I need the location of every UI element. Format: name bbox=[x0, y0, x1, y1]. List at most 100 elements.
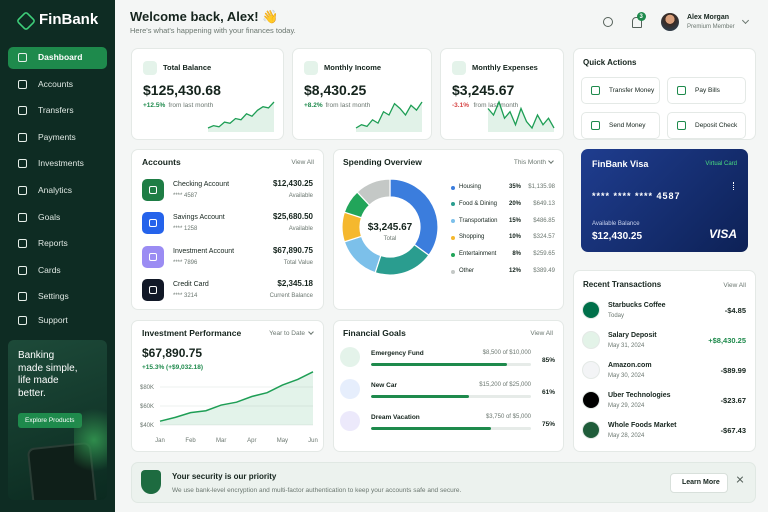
quick-action-label[interactable]: Send Money bbox=[609, 122, 646, 129]
learn-more-label[interactable]: Learn More bbox=[682, 479, 720, 486]
account-name: Investment Account bbox=[173, 247, 235, 255]
account-icon-glyph bbox=[149, 252, 157, 261]
y-tick-label: $40K bbox=[140, 423, 154, 429]
transactions-card bbox=[573, 270, 756, 452]
account-icon-glyph bbox=[149, 285, 157, 294]
transaction-amount: -$89.99 bbox=[720, 366, 746, 375]
nav-label[interactable]: Settings bbox=[38, 291, 69, 302]
transaction-date: May 31, 2024 bbox=[608, 343, 645, 349]
transaction-date: May 28, 2024 bbox=[608, 433, 645, 439]
spending-period[interactable]: This Month bbox=[513, 159, 546, 166]
x-tick-label: Apr bbox=[247, 438, 256, 444]
account-name: Checking Account bbox=[173, 181, 230, 188]
stat-change: -3.1% bbox=[452, 102, 469, 109]
shield-icon bbox=[141, 470, 161, 494]
donut-total-label: Total bbox=[383, 236, 397, 242]
learn-more-button[interactable]: Learn More bbox=[670, 473, 728, 493]
goal-amount: $15,200 of $25,000 bbox=[479, 382, 531, 388]
leaf bbox=[74, 400, 107, 480]
quick-action-label[interactable]: Deposit Check bbox=[695, 122, 738, 129]
nav-item[interactable]: Settings bbox=[8, 286, 107, 308]
legend-percent: 20% bbox=[508, 200, 521, 207]
investment-period[interactable]: Year to Date bbox=[269, 330, 305, 337]
card-balance-label: Available Balance bbox=[592, 221, 640, 227]
investment-card bbox=[131, 320, 324, 452]
nav-label[interactable]: Support bbox=[38, 315, 68, 325]
transaction-amount: -$4.85 bbox=[724, 306, 746, 315]
nav-label[interactable]: Investments bbox=[38, 158, 84, 169]
nav-label[interactable]: Dashboard bbox=[38, 52, 83, 62]
y-tick-label: $60K bbox=[140, 404, 154, 410]
nav-label[interactable]: Accounts bbox=[38, 78, 73, 89]
sparkline-line bbox=[207, 101, 275, 129]
nav-item[interactable]: Accounts bbox=[8, 74, 107, 96]
accounts-title: Accounts bbox=[142, 157, 181, 167]
nav-icon bbox=[18, 239, 27, 249]
account-icon-glyph bbox=[149, 186, 157, 194]
transaction-icon bbox=[582, 331, 600, 349]
nav-label[interactable]: Cards bbox=[38, 264, 61, 275]
quick-action-icon bbox=[591, 86, 600, 95]
legend-name: Shopping bbox=[459, 234, 485, 241]
avatar[interactable] bbox=[661, 13, 679, 31]
legend-dot bbox=[451, 185, 455, 190]
quick-action-label[interactable]: Pay Bills bbox=[695, 87, 720, 94]
quick-action-label[interactable]: Transfer Money bbox=[609, 87, 655, 94]
nav-item[interactable]: Dashboard bbox=[8, 47, 107, 69]
goal-progress bbox=[371, 363, 507, 366]
nav-icon bbox=[18, 292, 27, 302]
nav-label[interactable]: Analytics bbox=[38, 185, 73, 195]
account-icon-glyph bbox=[149, 219, 157, 228]
stat-value: $8,430.25 bbox=[304, 82, 367, 98]
account-amount: $2,345.18 bbox=[277, 278, 313, 288]
accounts-link[interactable]: View All bbox=[291, 159, 314, 166]
quick-action-button[interactable]: Pay Bills bbox=[667, 77, 746, 104]
nav-item[interactable]: Investments bbox=[8, 153, 107, 175]
nav-item[interactable]: Goals bbox=[8, 207, 107, 229]
quick-action-button[interactable]: Deposit Check bbox=[667, 112, 746, 139]
goals-link[interactable]: View All bbox=[530, 330, 553, 337]
virtual-card[interactable] bbox=[581, 149, 748, 252]
sparkline-line bbox=[355, 101, 423, 129]
x-tick-label: Jan bbox=[155, 438, 165, 444]
account-number: **** 7896 bbox=[173, 259, 198, 266]
nav-item[interactable]: Payments bbox=[8, 127, 107, 149]
stat-value: $125,430.68 bbox=[143, 82, 221, 98]
quick-action-button[interactable]: Transfer Money bbox=[581, 77, 660, 104]
nav-label[interactable]: Transfers bbox=[38, 105, 74, 116]
legend-percent: 10% bbox=[508, 234, 521, 241]
search-icon[interactable] bbox=[603, 17, 613, 27]
nav-label[interactable]: Goals bbox=[38, 211, 61, 222]
account-amount: $25,680.50 bbox=[272, 212, 313, 222]
nav-label[interactable]: Reports bbox=[38, 238, 68, 249]
nav-item[interactable]: Transfers bbox=[8, 100, 107, 122]
nav-item[interactable]: Support bbox=[8, 310, 107, 332]
security-banner bbox=[131, 462, 756, 503]
promo-text: Banking made simple, life made better. bbox=[18, 350, 78, 399]
transaction-name: Whole Foods Market bbox=[608, 422, 677, 429]
account-number: **** 4587 bbox=[173, 193, 198, 199]
goal-percent: 75% bbox=[541, 421, 555, 428]
quick-action-button[interactable]: Send Money bbox=[581, 112, 660, 139]
transaction-icon bbox=[582, 361, 600, 379]
nav-item[interactable]: Cards bbox=[8, 260, 107, 282]
account-icon bbox=[142, 278, 164, 301]
legend-dot bbox=[451, 219, 455, 224]
nav-item[interactable]: Reports bbox=[8, 233, 107, 255]
nav-label[interactable]: Payments bbox=[38, 131, 76, 142]
legend-dot bbox=[451, 202, 455, 207]
quick-action-icon bbox=[591, 121, 600, 130]
legend-name: Food & Dining bbox=[459, 200, 498, 207]
goal-progress bbox=[371, 427, 491, 430]
y-tick-label: $80K bbox=[140, 385, 154, 391]
legend-dot bbox=[451, 269, 455, 274]
card-menu-dots bbox=[733, 182, 736, 190]
card-balance: $12,430.25 bbox=[592, 231, 643, 242]
security-title: Your security is our priority bbox=[172, 472, 277, 481]
goal-name: New Car bbox=[371, 382, 398, 389]
stat-label: Monthly Expenses bbox=[472, 63, 538, 72]
transactions-link[interactable]: View All bbox=[723, 282, 746, 289]
nav-item[interactable]: Analytics bbox=[8, 180, 107, 202]
goal-name: Emergency Fund bbox=[371, 350, 424, 357]
promo-button[interactable]: Explore Products bbox=[18, 413, 82, 428]
